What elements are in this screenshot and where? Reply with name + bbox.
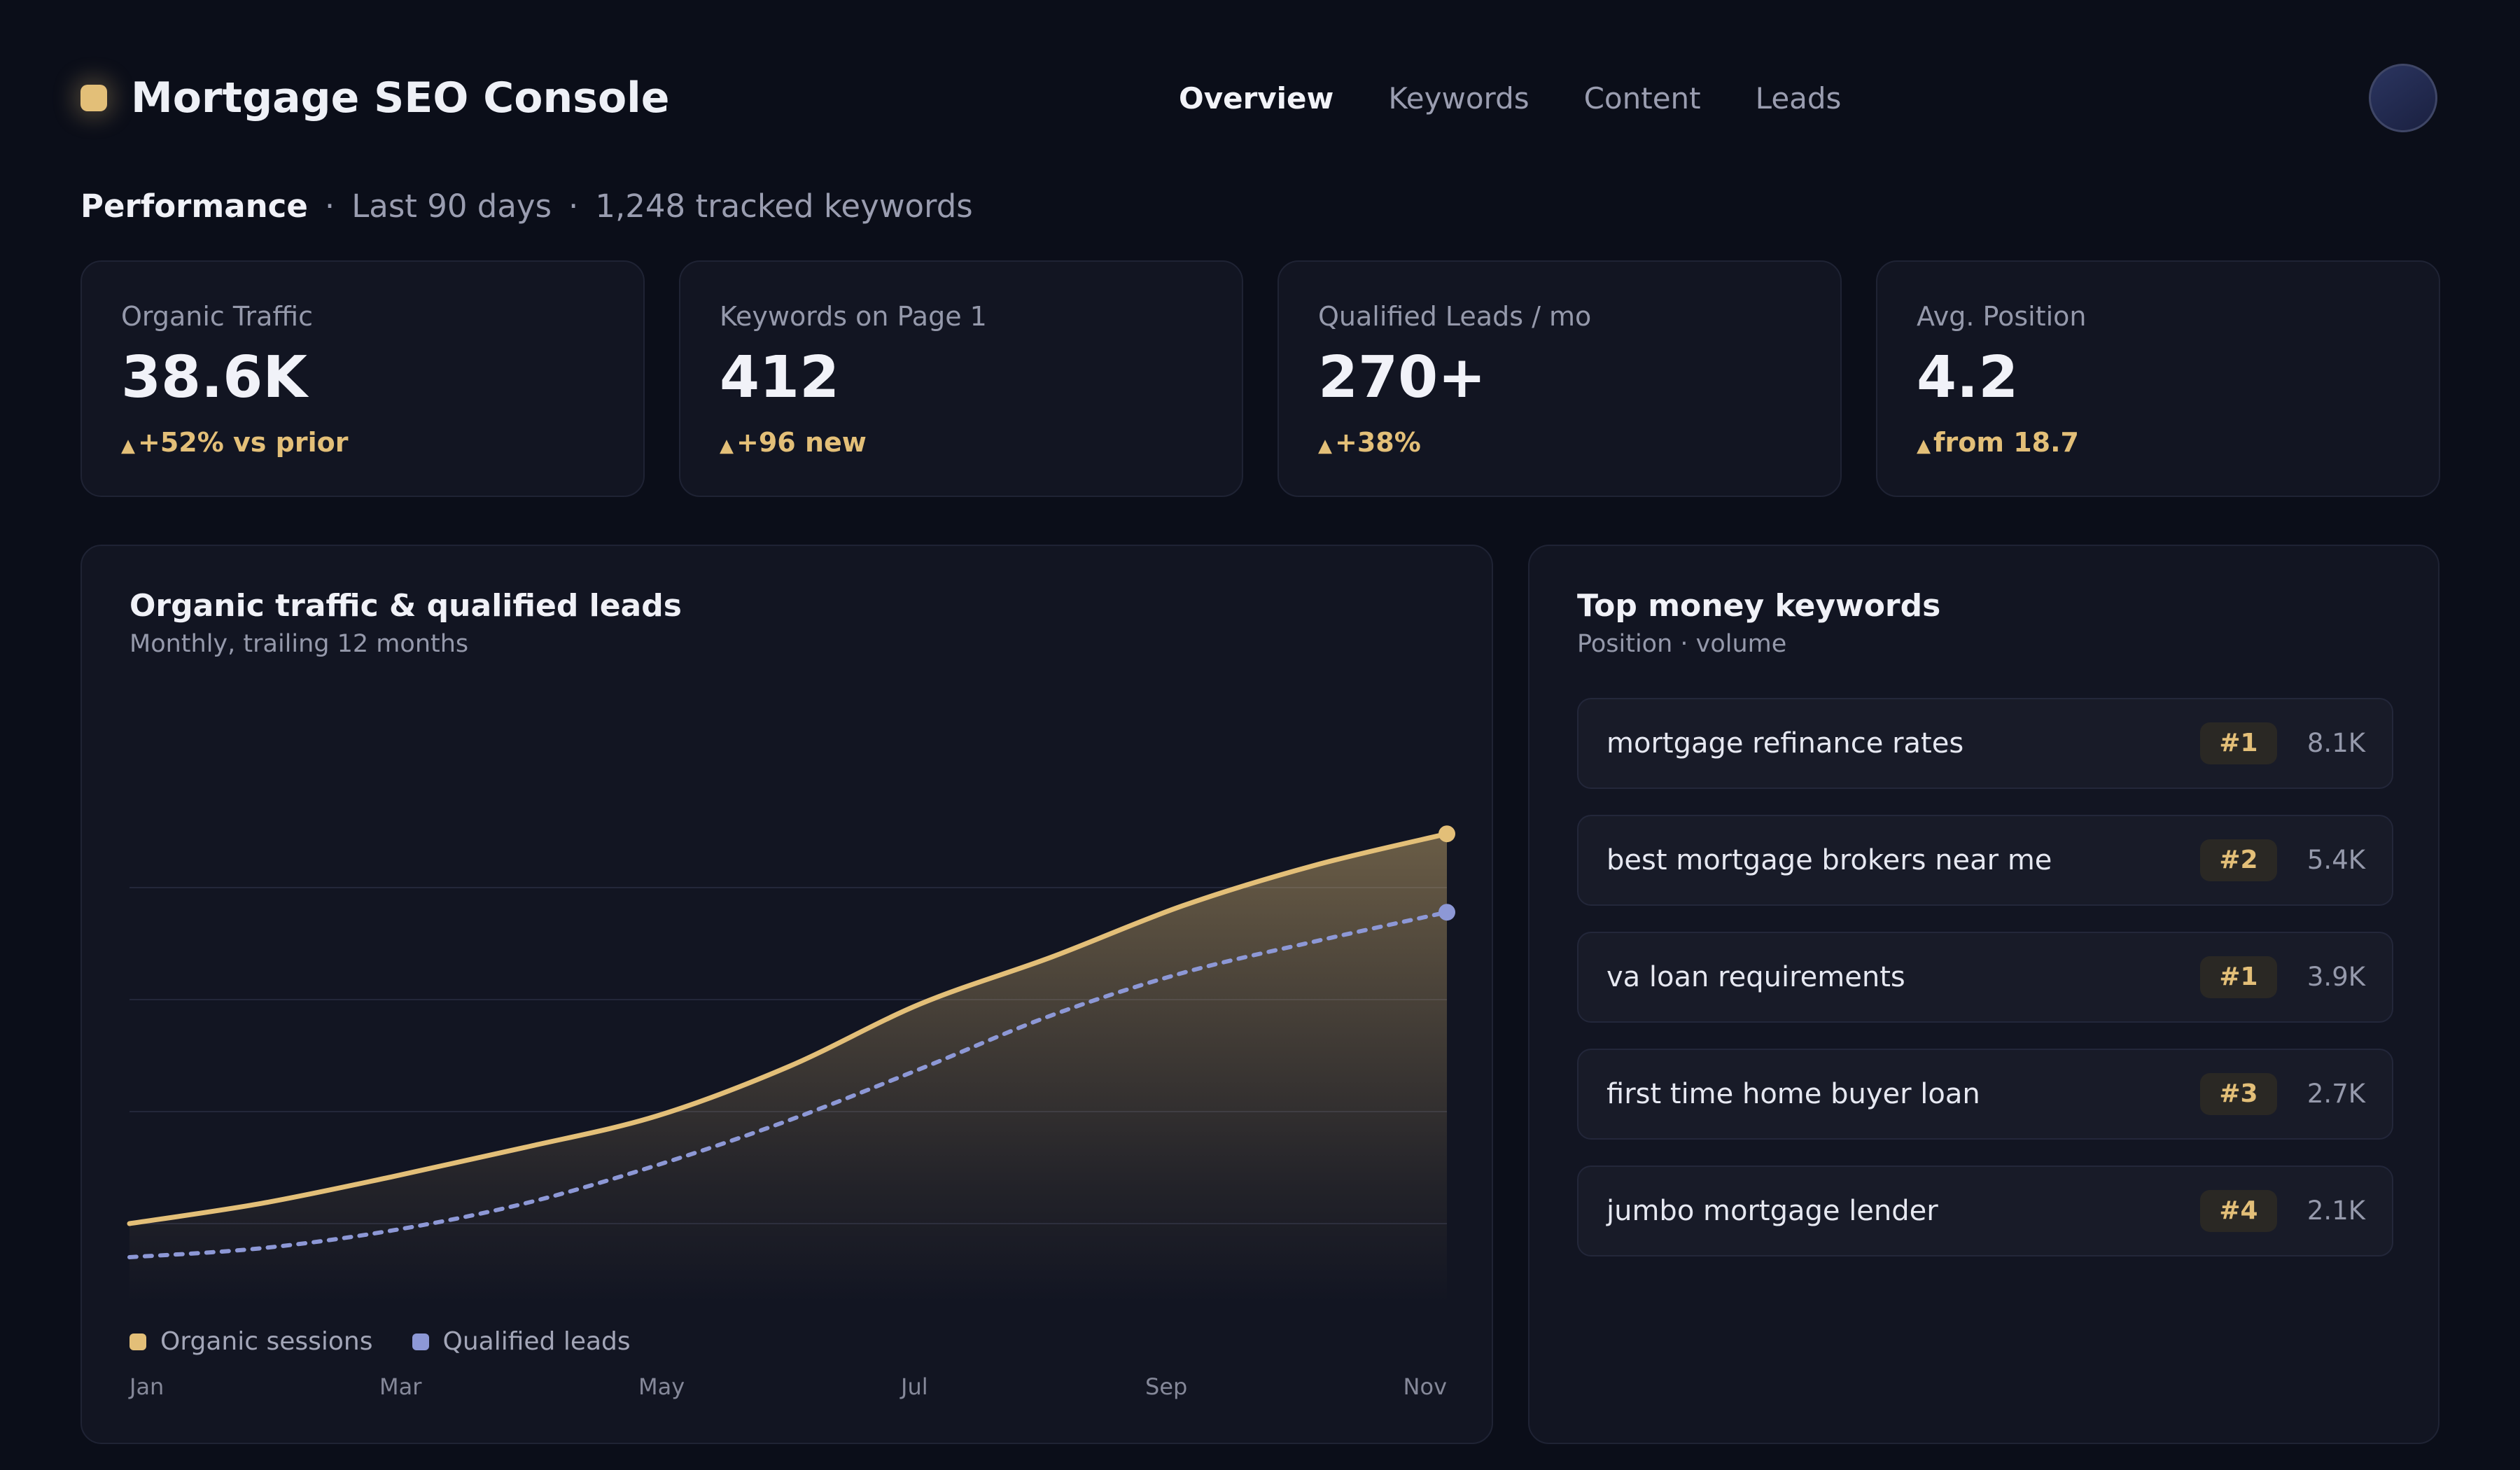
qualified-leads-end-point <box>1438 904 1455 921</box>
keyword-name: jumbo mortgage lender <box>1606 1195 1938 1227</box>
nav-leads[interactable]: Leads <box>1755 80 1842 115</box>
x-axis: Jan Mar May Jul Sep Nov <box>130 1373 1447 1401</box>
keyword-volume: 2.1K <box>2306 1196 2365 1226</box>
traffic-chart-panel: Organic traffic & qualified leads Monthl… <box>80 545 1493 1444</box>
stat-delta: ▲ +52% vs prior <box>121 427 348 458</box>
keyword-row[interactable]: first time home buyer loan #3 2.7K <box>1577 1049 2393 1140</box>
up-triangle-icon: ▲ <box>1318 435 1332 456</box>
position-badge: #1 <box>2200 722 2277 764</box>
up-triangle-icon: ▲ <box>1917 435 1931 456</box>
keyword-row[interactable]: jumbo mortgage lender #4 2.1K <box>1577 1166 2393 1256</box>
x-tick-label: Nov <box>1403 1373 1447 1400</box>
stat-card-keywords-page-1[interactable]: Keywords on Page 1 412 ▲ +96 new <box>679 260 1243 497</box>
stat-delta: ▲ from 18.7 <box>1917 427 2079 458</box>
qualified-leads-line <box>127 910 1449 1259</box>
keyword-volume: 5.4K <box>2306 845 2365 875</box>
x-tick-label: Jan <box>130 1373 164 1400</box>
keyword-name: va loan requirements <box>1606 961 1905 993</box>
organic-sessions-line <box>127 831 1450 1226</box>
x-tick-label: May <box>638 1373 685 1400</box>
position-badge: #3 <box>2200 1073 2277 1115</box>
legend-item-leads[interactable]: Qualified leads <box>412 1327 631 1356</box>
stat-delta-text: +96 new <box>736 427 867 458</box>
stat-value: 38.6K <box>121 344 307 411</box>
keyword-name: best mortgage brokers near me <box>1606 844 2052 876</box>
stat-card-avg-position[interactable]: Avg. Position 4.2 ▲ from 18.7 <box>1876 260 2440 497</box>
traffic-chart[interactable] <box>127 686 1455 1302</box>
stat-label: Keywords on Page 1 <box>720 301 987 332</box>
stat-label: Avg. Position <box>1917 301 2087 332</box>
performance-period: Last 90 days <box>351 188 552 225</box>
tracked-keywords: 1,248 tracked keywords <box>595 188 973 225</box>
stat-card-organic-traffic[interactable]: Organic Traffic 38.6K ▲ +52% vs prior <box>80 260 645 497</box>
organic-sessions-end-point <box>1438 825 1455 843</box>
keywords-subtitle: Position · volume <box>1577 630 1787 658</box>
stat-delta-text: +38% <box>1335 427 1421 458</box>
chart-title: Organic traffic & qualified leads <box>130 588 682 624</box>
keywords-title: Top money keywords <box>1577 588 1941 624</box>
stat-label: Organic Traffic <box>121 301 314 332</box>
legend-item-sessions[interactable]: Organic sessions <box>130 1327 373 1356</box>
up-triangle-icon: ▲ <box>121 435 135 456</box>
nav-keywords[interactable]: Keywords <box>1388 80 1530 115</box>
performance-summary: Performance · Last 90 days · 1,248 tracked k… <box>80 188 973 225</box>
x-tick-label: Jul <box>901 1373 928 1400</box>
performance-label: Performance <box>80 188 308 225</box>
stat-value: 270+ <box>1318 344 1486 411</box>
x-tick-label: Mar <box>379 1373 422 1400</box>
keyword-volume: 3.9K <box>2306 962 2365 992</box>
app-title: Mortgage SEO Console <box>131 74 670 122</box>
stat-delta-text: from 18.7 <box>1933 427 2079 458</box>
keywords-panel: Top money keywords Position · volume mor… <box>1528 545 2440 1444</box>
up-triangle-icon: ▲ <box>720 435 734 456</box>
stat-card-qualified-leads[interactable]: Qualified Leads / mo 270+ ▲ +38% <box>1278 260 1842 497</box>
legend-swatch <box>412 1333 429 1350</box>
keyword-row[interactable]: best mortgage brokers near me #2 5.4K <box>1577 815 2393 906</box>
stat-value: 412 <box>720 344 840 411</box>
keyword-row[interactable]: mortgage refinance rates #1 8.1K <box>1577 698 2393 789</box>
stat-delta: ▲ +38% <box>1318 427 1421 458</box>
legend-swatch <box>130 1333 146 1350</box>
keyword-volume: 2.7K <box>2306 1079 2365 1109</box>
legend-label: Qualified leads <box>442 1327 631 1356</box>
keyword-row[interactable]: va loan requirements #1 3.9K <box>1577 932 2393 1023</box>
position-badge: #2 <box>2200 839 2277 881</box>
stat-value: 4.2 <box>1917 344 2019 411</box>
nav-overview[interactable]: Overview <box>1179 80 1334 115</box>
position-badge: #1 <box>2200 956 2277 998</box>
keyword-name: mortgage refinance rates <box>1606 727 1964 760</box>
top-nav: Overview Keywords Content Leads <box>1179 77 1896 119</box>
separator: · <box>324 188 335 225</box>
legend-label: Organic sessions <box>160 1327 373 1356</box>
chart-subtitle: Monthly, trailing 12 months <box>130 630 469 658</box>
stat-delta: ▲ +96 new <box>720 427 867 458</box>
brand[interactable]: Mortgage SEO Console <box>80 70 669 126</box>
x-tick-label: Sep <box>1145 1373 1188 1400</box>
stat-delta-text: +52% vs prior <box>138 427 349 458</box>
chart-legend: Organic sessions Qualified leads <box>130 1327 670 1356</box>
stat-label: Qualified Leads / mo <box>1318 301 1592 332</box>
separator: · <box>568 188 579 225</box>
user-avatar-icon[interactable] <box>2369 64 2437 132</box>
keyword-volume: 8.1K <box>2306 728 2365 758</box>
keyword-name: first time home buyer loan <box>1606 1078 1980 1110</box>
brand-logo-icon <box>80 85 107 111</box>
nav-content[interactable]: Content <box>1583 80 1701 115</box>
position-badge: #4 <box>2200 1190 2277 1232</box>
